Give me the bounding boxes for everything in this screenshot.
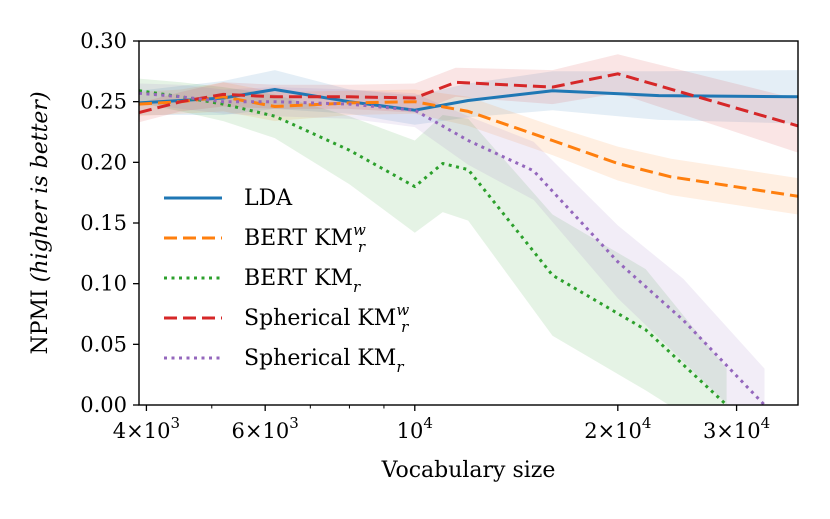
series-lines — [139, 72, 798, 405]
spherical-km-r-band — [139, 83, 765, 405]
lda-band — [139, 70, 798, 125]
y-tick-label: 0.20 — [80, 150, 127, 174]
legend-label-bert-km-r-w: BERT KMw r — [244, 221, 366, 256]
bert-km-r-band — [139, 78, 727, 405]
y-tick-label: 0.15 — [80, 211, 127, 235]
bert-km-r-line — [139, 89, 728, 405]
x-tick-label: 4×103 — [113, 414, 180, 443]
legend-label-spherical-km-r-w: Spherical KMw r — [244, 301, 409, 336]
spherical-km-r-w-line — [139, 72, 798, 128]
y-tick-label: 0.10 — [80, 272, 127, 296]
y-tick-label: 0.25 — [80, 90, 127, 114]
axes: 0.00 0.05 0.10 0.15 0.20 0.25 0.30 4×103 6×103 10… — [28, 29, 799, 483]
legend-label-bert-km-r: BERT KMr — [244, 266, 361, 296]
spherical-km-r-line — [139, 91, 766, 405]
x-tick-label: 3×104 — [703, 414, 770, 443]
bert-km-r-w-line — [139, 95, 798, 198]
legend-label-spherical-km-r: Spherical KMr — [244, 346, 404, 376]
x-tick-label: 104 — [397, 414, 433, 443]
y-tick-label: 0.00 — [80, 393, 127, 417]
legend: LDA BERT KMw r BERT KMr Spherical KMw r Spheri… — [164, 186, 409, 376]
y-axis-title: NPMI (higher is better) — [28, 91, 53, 354]
x-tick-label: 6×103 — [232, 414, 299, 443]
x-axis-title: Vocabulary size — [381, 458, 556, 483]
y-tick-label: 0.30 — [80, 29, 127, 53]
legend-label-lda: LDA — [244, 186, 293, 211]
x-tick-label: 2×104 — [584, 414, 651, 443]
bert-km-r-w-band — [139, 82, 798, 215]
y-tick-label: 0.05 — [80, 332, 127, 356]
